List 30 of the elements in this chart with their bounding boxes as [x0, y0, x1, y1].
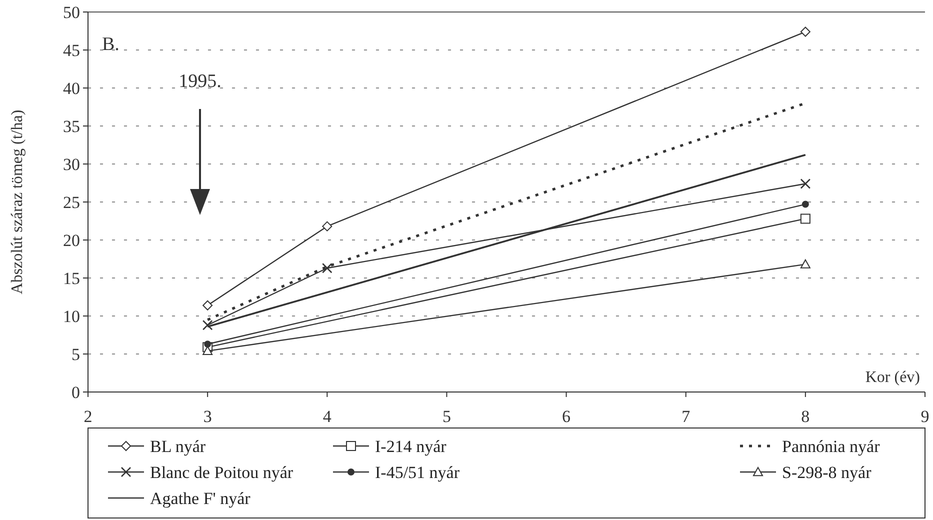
y-tick-label: 30: [63, 154, 80, 174]
legend-label: Pannónia nyár: [782, 436, 880, 456]
legend-label: S-298-8 nyár: [782, 462, 872, 482]
y-tick-label: 45: [63, 40, 80, 60]
legend-label: BL nyár: [150, 436, 206, 456]
y-tick-label: 15: [63, 268, 80, 288]
y-tick-label: 10: [63, 306, 80, 326]
y-tick-label: 50: [63, 2, 80, 22]
annotation: B.: [102, 34, 120, 55]
y-tick-label: 0: [72, 382, 80, 402]
y-tick-label: 35: [63, 116, 80, 136]
y-tick-label: 5: [72, 344, 80, 364]
y-tick-label: 20: [63, 230, 80, 250]
x-tick-label: 6: [562, 407, 571, 426]
x-tick-label: 7: [682, 407, 691, 426]
x-tick-label: 5: [442, 407, 451, 426]
legend-label: Agathe F' nyár: [150, 488, 251, 508]
legend-label: Blanc de Poitou nyár: [150, 462, 294, 482]
y-tick-label: 25: [63, 192, 80, 212]
annotation: 1995.: [178, 71, 222, 92]
y-tick-label: 40: [63, 78, 80, 98]
legend-label: I-45/51 nyár: [375, 462, 460, 482]
x-tick-label: 9: [920, 407, 930, 426]
x-tick-label: 8: [801, 407, 810, 426]
x-tick-label: 2: [84, 407, 92, 426]
x-tick-label: 4: [322, 407, 332, 426]
y-axis-title: Abszolút száraz tömeg (t/ha): [9, 110, 26, 294]
legend-label: I-214 nyár: [375, 436, 447, 456]
x-axis-title: Kor (év): [865, 369, 920, 386]
x-tick-label: 3: [203, 407, 212, 426]
